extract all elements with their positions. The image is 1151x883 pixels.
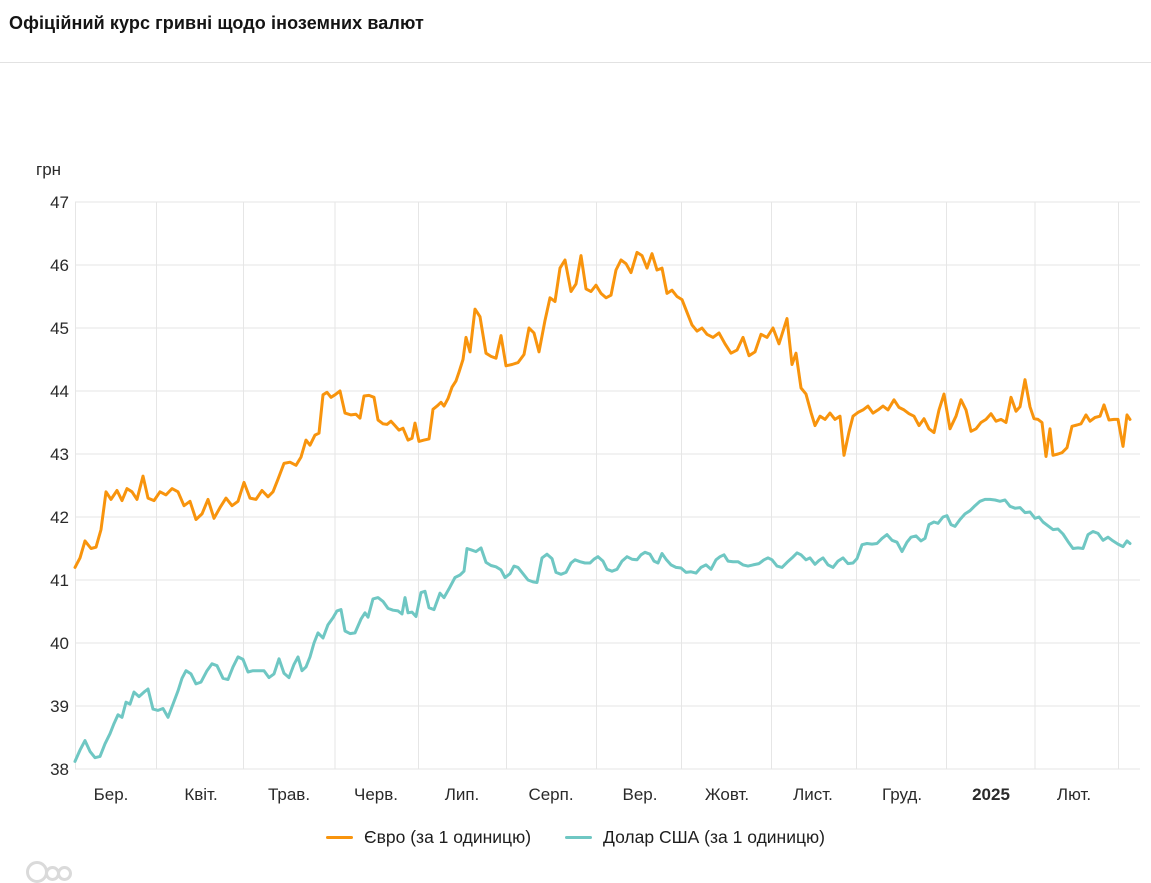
x-axis-tick-label: Квіт.	[184, 785, 217, 804]
x-axis-tick-label: Жовт.	[705, 785, 749, 804]
y-axis-tick-label: 39	[50, 697, 69, 716]
legend-item-usd[interactable]: Долар США (за 1 одиницю)	[565, 827, 825, 848]
page-header: Офіційний курс гривні щодо іноземних вал…	[0, 0, 1151, 63]
line-chart[interactable]: 47 46 45 44 43 42 41 40 39 38 Бер. Квіт. Трав. Черв. Л…	[0, 63, 1151, 873]
legend-item-euro[interactable]: Євро (за 1 одиницю)	[326, 827, 531, 848]
y-axis-tick-label: 46	[50, 256, 69, 275]
euro-line-swatch	[326, 835, 354, 840]
x-axis-tick-label: Лют.	[1057, 785, 1091, 804]
x-axis-tick-label: Лип.	[445, 785, 480, 804]
chart-legend: Євро (за 1 одиницю) Долар США (за 1 один…	[0, 827, 1151, 848]
x-axis-tick-label: Вер.	[623, 785, 658, 804]
page-title: Офіційний курс гривні щодо іноземних вал…	[9, 13, 424, 33]
usd-series-line[interactable]	[73, 497, 1132, 763]
y-axis-tick-label: 45	[50, 319, 69, 338]
x-axis-tick-label: Серп.	[528, 785, 573, 804]
chart-watermark-logo	[26, 860, 82, 883]
x-axis-tick-label: Груд.	[882, 785, 922, 804]
y-axis-tick-label: 38	[50, 760, 69, 779]
x-axis-tick-label: Бер.	[94, 785, 129, 804]
euro-series-line[interactable]	[73, 250, 1132, 569]
legend-label-usd: Долар США (за 1 одиницю)	[603, 827, 825, 847]
chart-area: грн 47 46 45 44 43 42 41 40 39 38 Бер. Квіт. Трав. Че…	[0, 63, 1151, 883]
y-axis-tick-label: 47	[50, 193, 69, 212]
x-axis-tick-label: Лист.	[793, 785, 833, 804]
y-axis-tick-label: 44	[50, 382, 69, 401]
x-axis-tick-label: 2025	[972, 785, 1010, 804]
x-axis-tick-label: Черв.	[354, 785, 398, 804]
y-axis-tick-label: 43	[50, 445, 69, 464]
x-axis-tick-label: Трав.	[268, 785, 310, 804]
legend-label-euro: Євро (за 1 одиницю)	[364, 827, 532, 847]
y-axis-tick-label: 42	[50, 508, 69, 527]
usd-line-swatch	[565, 835, 593, 840]
y-axis-tick-label: 40	[50, 634, 69, 653]
y-axis-tick-label: 41	[50, 571, 69, 590]
y-axis-unit-label: грн	[36, 160, 62, 179]
